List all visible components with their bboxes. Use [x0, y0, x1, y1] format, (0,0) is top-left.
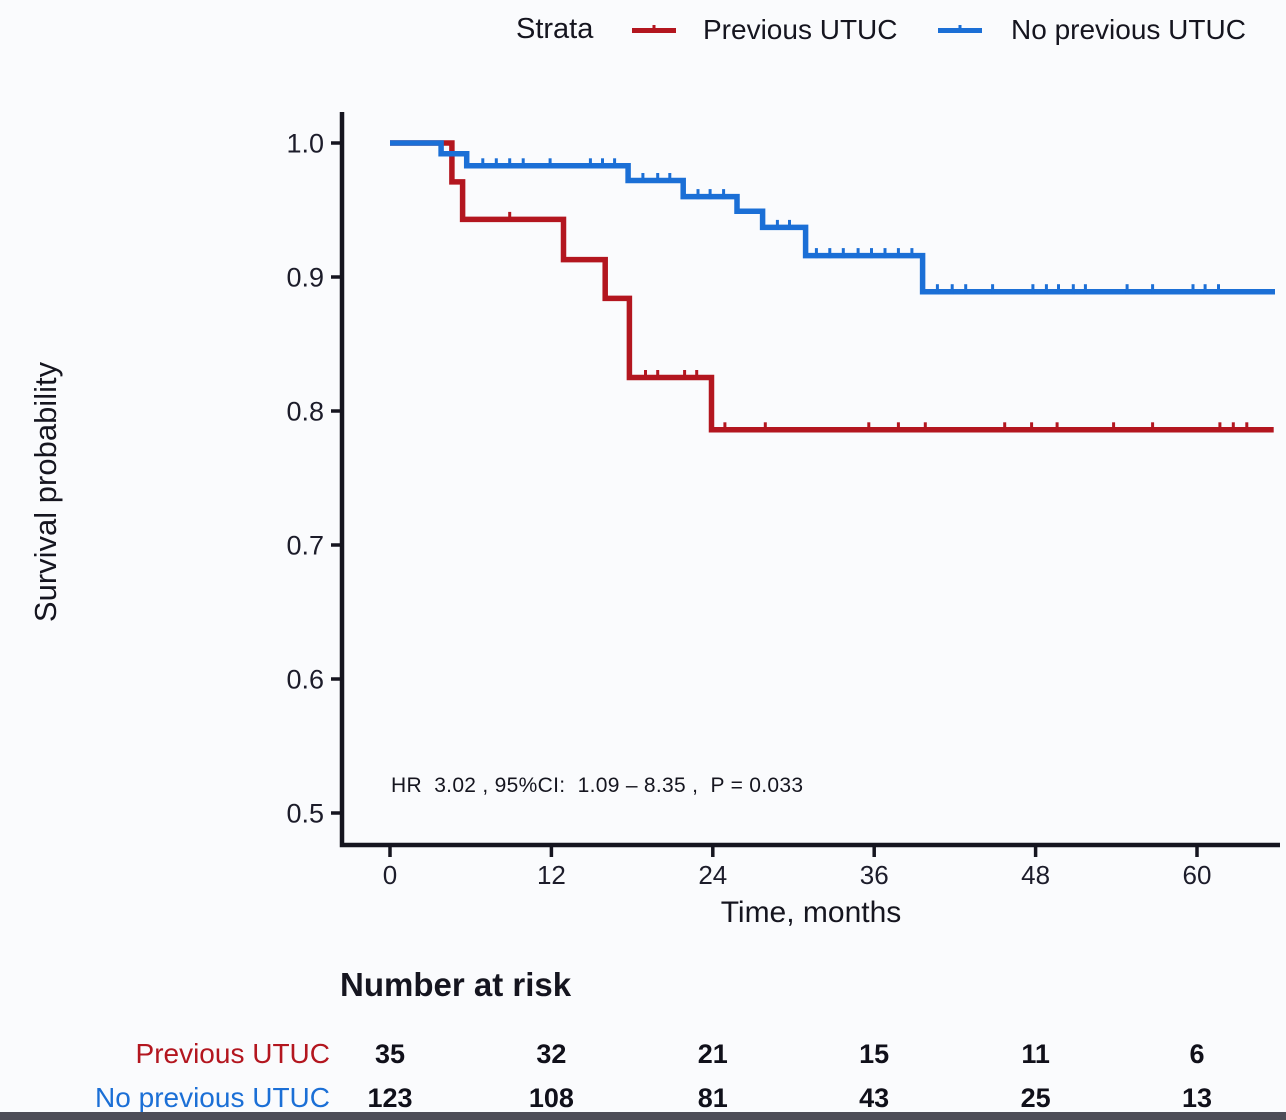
- x-tick-label: 36: [860, 860, 889, 890]
- legend-key-previous-utuc: [630, 21, 678, 39]
- legend-strata-title: Strata: [516, 13, 594, 45]
- x-axis-title: Time, months: [720, 896, 902, 929]
- risk-count: 43: [859, 1083, 890, 1113]
- survival-step-line: [390, 140, 1274, 433]
- risk-count: 25: [1020, 1083, 1051, 1113]
- y-axis-ticks: 1.0 0.9 0.8 0.7 0.6 0.5: [286, 129, 342, 829]
- y-tick-label: 0.9: [286, 263, 324, 293]
- risk-count: 15: [859, 1039, 890, 1069]
- x-tick-label: 60: [1183, 860, 1212, 890]
- y-tick-label: 0.7: [286, 531, 324, 561]
- risk-table-title: Number at risk: [340, 966, 572, 1003]
- risk-count: 32: [536, 1039, 567, 1069]
- legend-label-previous-utuc: Previous UTUC: [703, 14, 898, 45]
- y-tick-label: 0.5: [286, 799, 324, 829]
- risk-row-label-previous-utuc: Previous UTUC: [135, 1038, 330, 1069]
- x-tick-label: 24: [698, 860, 727, 890]
- y-tick-label: 0.6: [286, 665, 324, 695]
- bottom-crop-bar: [0, 1112, 1286, 1120]
- axis-lines: [339, 112, 1280, 848]
- x-tick-label: 12: [537, 860, 566, 890]
- risk-count: 81: [697, 1083, 728, 1113]
- risk-count: 21: [697, 1039, 728, 1069]
- red-line-key-icon: [632, 25, 676, 33]
- risk-count: 11: [1021, 1039, 1050, 1069]
- km-curve-no-previous-utuc: [390, 140, 1275, 295]
- y-tick-label: 1.0: [286, 129, 324, 159]
- km-plot-canvas: 1.0 0.9 0.8 0.7 0.6 0.5 0 12 24 36 48 60: [286, 112, 1280, 890]
- risk-count: 35: [374, 1039, 406, 1069]
- blue-line-key-icon: [938, 25, 982, 33]
- risk-count: 123: [367, 1083, 413, 1113]
- y-tick-label: 0.8: [286, 397, 324, 427]
- legend-label-no-previous-utuc: No previous UTUC: [1011, 14, 1246, 45]
- risk-count: 6: [1189, 1039, 1205, 1069]
- risk-count: 13: [1181, 1083, 1213, 1113]
- hr-annotation: HR 3.02 , 95%CI: 1.09 – 8.35 , P = 0.033: [391, 774, 804, 797]
- x-axis-ticks: 0 12 24 36 48 60: [383, 845, 1212, 890]
- legend-key-no-previous-utuc: [936, 21, 984, 39]
- x-tick-label: 48: [1021, 860, 1050, 890]
- km-curve-previous-utuc: [390, 140, 1274, 433]
- x-tick-label: 0: [383, 860, 397, 890]
- risk-row-label-no-previous-utuc: No previous UTUC: [95, 1082, 330, 1113]
- risk-count: 108: [528, 1083, 574, 1113]
